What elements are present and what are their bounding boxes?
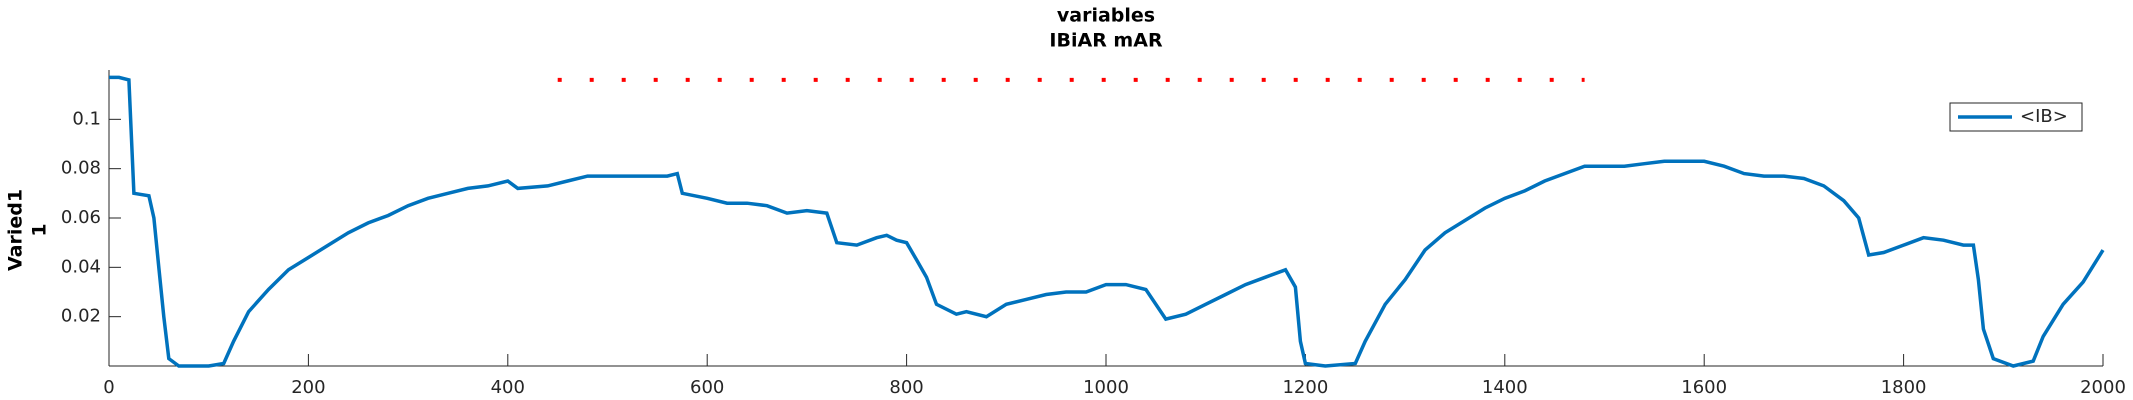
- chart-subtitle: IBiAR mAR: [1049, 30, 1163, 52]
- data-line: [109, 75, 2105, 368]
- y-tick-label: 0.04: [61, 256, 101, 277]
- x-tick-label: 1600: [1681, 377, 1727, 398]
- x-tick-label: 0: [103, 377, 114, 398]
- x-tick-label: 1400: [1482, 377, 1528, 398]
- y-tick-label: 0.1: [72, 108, 101, 129]
- y-tick-label: 0.08: [61, 158, 101, 179]
- y-axis-label: Varied1: [5, 189, 27, 271]
- x-tick-label: 2000: [2080, 377, 2126, 398]
- legend-label: <IB>: [2020, 106, 2068, 127]
- y-tick-label: 0.06: [61, 207, 101, 228]
- y-tick-label: 0.02: [61, 306, 101, 327]
- y-axis-label: 1: [29, 223, 51, 236]
- x-tick-label: 200: [291, 377, 325, 398]
- x-tick-label: 1800: [1881, 377, 1927, 398]
- chart-title: variables: [1057, 5, 1155, 27]
- x-tick-label: 1200: [1282, 377, 1328, 398]
- x-tick-label: 800: [889, 377, 923, 398]
- x-tick-label: 600: [690, 377, 724, 398]
- x-tick-label: 1000: [1083, 377, 1129, 398]
- x-tick-label: 400: [491, 377, 525, 398]
